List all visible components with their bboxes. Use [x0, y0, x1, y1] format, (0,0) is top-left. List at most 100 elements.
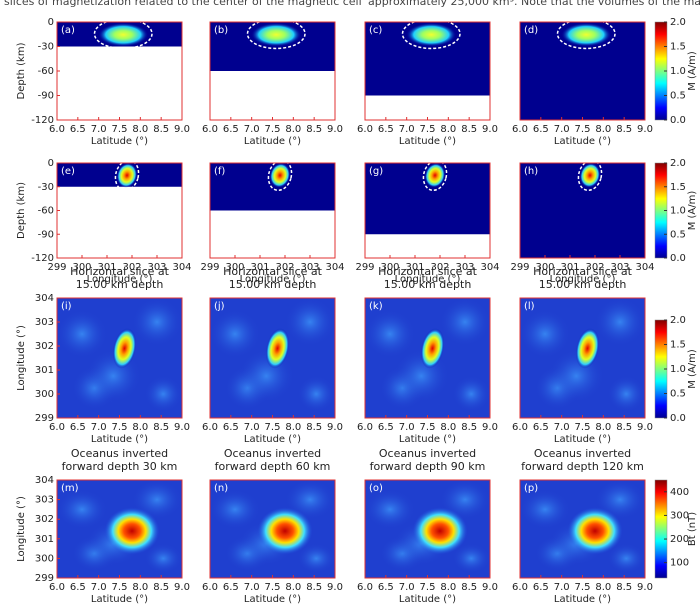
x-tick-label: 7.0 [399, 422, 415, 433]
panel-image [210, 163, 335, 211]
colorbar-tick-label: 0.0 [670, 413, 686, 424]
colorbar-label: Bt (nT) [687, 512, 698, 546]
source-outline [114, 163, 140, 192]
panel-image [520, 298, 645, 418]
panel-title: forward depth 90 km [370, 460, 486, 473]
field-patch [285, 298, 335, 346]
x-tick-label: 6.0 [512, 124, 528, 135]
x-tick-label: 303 [147, 262, 166, 273]
x-tick-label: 7.5 [420, 582, 436, 593]
x-tick-label: 6.5 [533, 124, 549, 135]
field-patch [607, 376, 645, 412]
x-tick-label: 303 [455, 262, 474, 273]
y-tick-label: 299 [35, 413, 54, 424]
panel-image [210, 480, 335, 578]
x-tick-label: 7.0 [91, 422, 107, 433]
panel-label: (k) [369, 301, 383, 312]
x-tick-label: 299 [355, 262, 374, 273]
colorbar-label: M (A/m) [687, 191, 698, 231]
y-axis-label: Depth (km) [16, 182, 27, 239]
panel-label: (n) [214, 483, 228, 494]
colorbar-tick-label: 2.0 [670, 158, 686, 169]
x-tick-label: 6.5 [378, 422, 394, 433]
field-patch [57, 489, 107, 529]
colorbar-tick-label: 0.0 [670, 115, 686, 126]
x-tick-label: 8.5 [153, 124, 169, 135]
x-tick-label: 8.0 [285, 422, 301, 433]
colorbar-tick-label: 1.0 [670, 364, 686, 375]
panel: (b) 6.0 6.5 7.0 7.5 8.0 8.5 9.0 Latitude (°) [202, 21, 343, 147]
x-axis-label: Latitude (°) [554, 594, 611, 605]
x-tick-label: 7.5 [575, 582, 591, 593]
panel-frame [519, 162, 646, 259]
x-tick-label: 6.0 [202, 124, 218, 135]
x-tick-label: 6.0 [49, 582, 65, 593]
x-tick-label: 6.0 [357, 422, 373, 433]
x-tick-label: 9.0 [174, 124, 190, 135]
x-tick-label: 8.0 [440, 124, 456, 135]
source-outline [93, 22, 153, 50]
x-tick-label: 8.0 [285, 582, 301, 593]
panel-label: (o) [369, 483, 383, 494]
x-tick-label: 299 [510, 262, 529, 273]
panel-label: (p) [524, 483, 538, 494]
y-axis-label: Longitude (°) [16, 496, 27, 562]
field-patch [285, 480, 335, 520]
colorbar-tick-label: 200 [670, 534, 689, 545]
colorbar-tick-label: 1.0 [670, 206, 686, 217]
x-axis-label: Longitude (°) [87, 274, 153, 285]
panel-label: (f) [214, 166, 225, 177]
field-patch [132, 480, 182, 520]
anomaly [412, 507, 468, 555]
x-tick-label: 7.0 [244, 124, 260, 135]
x-tick-label: 8.0 [595, 124, 611, 135]
anomaly [420, 328, 445, 369]
x-tick-label: 7.0 [399, 124, 415, 135]
y-tick-label: -120 [31, 253, 54, 264]
y-tick-label: -120 [31, 115, 54, 126]
source-outline [401, 22, 461, 50]
x-axis-label: Latitude (°) [399, 594, 456, 605]
panel-label: (b) [214, 25, 228, 36]
anomaly [116, 163, 138, 188]
x-tick-label: 9.0 [637, 124, 653, 135]
x-tick-label: 6.0 [512, 582, 528, 593]
x-tick-label: 7.5 [420, 124, 436, 135]
panel-title: forward depth 120 km [521, 460, 644, 473]
colorbar-tick-label: 1.0 [670, 66, 686, 77]
colorbar-tick-label: 400 [670, 487, 689, 498]
y-tick-label: 301 [35, 534, 54, 545]
x-tick-label: 6.5 [70, 124, 86, 135]
x-tick-label: 303 [610, 262, 629, 273]
x-axis-label: Longitude (°) [395, 274, 461, 285]
y-tick-label: -60 [38, 206, 54, 217]
panel-label: (m) [61, 483, 79, 494]
panel: (g) 299 300 301 302 303 304 Longitude (°) [355, 162, 500, 285]
source-outline [246, 22, 306, 50]
field-patch [132, 298, 182, 346]
field-patch [440, 298, 490, 346]
x-tick-label: 8.5 [153, 582, 169, 593]
panel-label: (g) [369, 166, 383, 177]
x-tick-label: 6.0 [512, 422, 528, 433]
y-tick-label: 302 [35, 514, 54, 525]
source-outline [556, 22, 616, 50]
anomaly [251, 22, 302, 47]
colorbar-tick-label: 1.5 [670, 340, 686, 351]
header-text: approximately 25,000 km³. Note that the … [368, 0, 700, 8]
x-tick-label: 301 [250, 262, 269, 273]
colorbar-label: M (A/m) [687, 51, 698, 91]
x-axis-label: Longitude (°) [240, 274, 306, 285]
y-tick-label: -30 [38, 182, 54, 193]
x-tick-label: 301 [97, 262, 116, 273]
field-patch [365, 310, 415, 358]
panel: (h) 299 300 301 302 303 304 Longitude (°) [510, 162, 655, 285]
field-patch [210, 489, 260, 529]
x-tick-label: 6.5 [533, 582, 549, 593]
x-tick-label: 7.5 [112, 124, 128, 135]
x-tick-label: 8.0 [132, 582, 148, 593]
x-axis-label: Longitude (°) [550, 274, 616, 285]
panel-image [210, 298, 335, 418]
panel-image [57, 163, 182, 192]
